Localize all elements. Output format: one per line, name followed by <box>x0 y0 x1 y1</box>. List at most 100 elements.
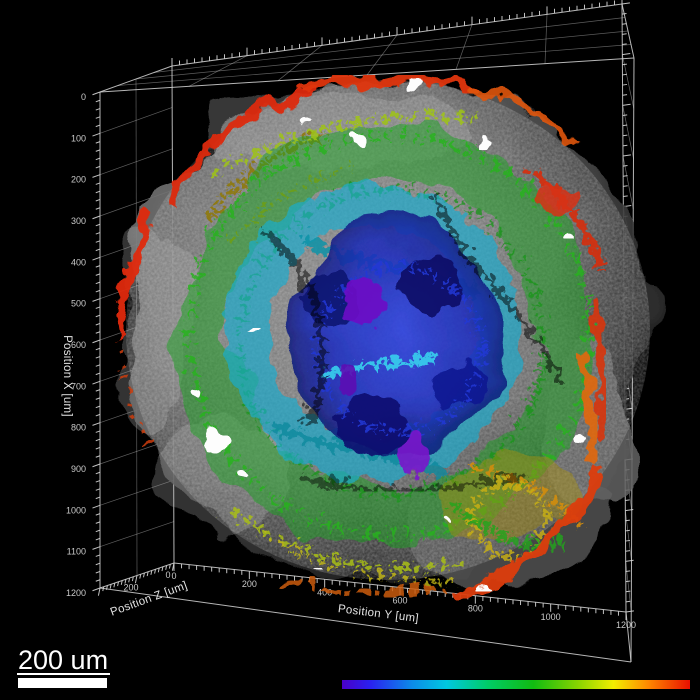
box-line <box>622 73 627 76</box>
box-line <box>625 550 631 552</box>
box-line <box>146 571 149 577</box>
box-line <box>95 265 101 268</box>
purple-patch-3 <box>335 367 361 397</box>
box-line <box>95 397 101 400</box>
scale-bar-rect <box>18 678 107 688</box>
box-line <box>95 537 101 541</box>
rim-right-orange <box>574 348 599 466</box>
box-line <box>135 30 629 80</box>
box-line <box>625 489 630 491</box>
box-line <box>624 458 633 461</box>
box-line <box>95 438 101 442</box>
box-line <box>622 154 631 157</box>
x-tick-label: 700 <box>71 381 86 391</box>
x-tick-label: 300 <box>71 216 86 226</box>
y-tick-label: 800 <box>468 604 483 614</box>
box-line <box>622 53 631 56</box>
box-line <box>143 572 145 578</box>
box-line <box>95 223 101 227</box>
box-line <box>92 587 101 592</box>
rim-top <box>299 74 480 95</box>
y-tick-label: 200 <box>242 579 257 589</box>
box-line <box>99 148 173 175</box>
x-tick-label: 600 <box>71 340 86 350</box>
y-tick-label: 0 <box>171 571 176 581</box>
x-tick-label: 900 <box>71 464 86 474</box>
y-axis-label: Position Y [um] <box>337 603 419 625</box>
box-line <box>95 562 101 566</box>
box-line <box>92 132 101 137</box>
box-line <box>622 23 627 25</box>
box-line <box>95 314 101 318</box>
box-line <box>99 189 173 217</box>
box-line <box>625 509 634 512</box>
box-line <box>622 165 628 167</box>
box-line <box>99 521 174 547</box>
box-line <box>92 380 101 385</box>
box-line <box>624 469 630 471</box>
box-line <box>95 157 101 161</box>
box-line <box>622 134 628 137</box>
crevice-2 <box>425 184 559 380</box>
box-line <box>625 580 631 583</box>
navy-lobule-3 <box>336 395 408 455</box>
box-line <box>95 108 101 111</box>
yellow-bottom-arc <box>258 527 451 580</box>
box-line <box>621 3 635 59</box>
box-line <box>625 539 631 542</box>
box-line <box>95 240 101 243</box>
box-line <box>95 513 101 516</box>
box-line <box>97 587 101 596</box>
crevice-3 <box>298 467 521 490</box>
box-line <box>95 165 101 169</box>
box-line <box>113 582 116 588</box>
box-line <box>95 389 101 392</box>
white-speck <box>406 81 420 91</box>
box-line <box>92 422 101 426</box>
amber-arc-bottomright <box>467 458 579 523</box>
box-line <box>120 580 123 585</box>
rim-right <box>588 294 607 439</box>
box-line <box>92 298 101 302</box>
rim-left <box>114 208 156 336</box>
x-tick-label: 800 <box>71 423 86 433</box>
box-line <box>95 405 101 409</box>
box-line <box>623 215 628 218</box>
white-speck <box>562 228 572 236</box>
white-speck <box>237 467 249 477</box>
x-tick-label: 500 <box>71 299 86 309</box>
box-line <box>139 574 142 579</box>
box-line <box>622 33 627 35</box>
crevice-1 <box>253 222 321 427</box>
navy-lobule-4 <box>434 361 490 409</box>
z-tick-label: 0 <box>165 570 170 580</box>
box-line <box>157 567 160 573</box>
box-line <box>92 215 101 220</box>
box-line <box>95 480 101 483</box>
box-line <box>95 331 101 334</box>
box-line <box>95 273 101 276</box>
box-line <box>623 175 628 177</box>
x-axis-label: Position X [um] <box>61 335 73 417</box>
yellow-ring-bottomright <box>465 475 545 555</box>
box-line <box>95 521 101 524</box>
white-speck <box>478 581 490 589</box>
box-line <box>95 446 101 450</box>
box-line <box>625 559 634 562</box>
white-speck <box>444 517 452 523</box>
box-line <box>623 205 632 208</box>
box-line <box>95 364 101 367</box>
box-line <box>95 141 101 144</box>
box-line <box>622 43 627 46</box>
box-line <box>106 585 108 590</box>
box-line <box>99 107 173 134</box>
x-tick-label: 1100 <box>67 547 86 557</box>
white-speck <box>313 570 323 576</box>
box-line <box>95 579 101 582</box>
box-line <box>625 519 630 522</box>
box-line <box>95 182 101 185</box>
box-line <box>95 306 101 309</box>
box-line <box>92 504 101 509</box>
x-tick-label: 0 <box>81 92 86 102</box>
